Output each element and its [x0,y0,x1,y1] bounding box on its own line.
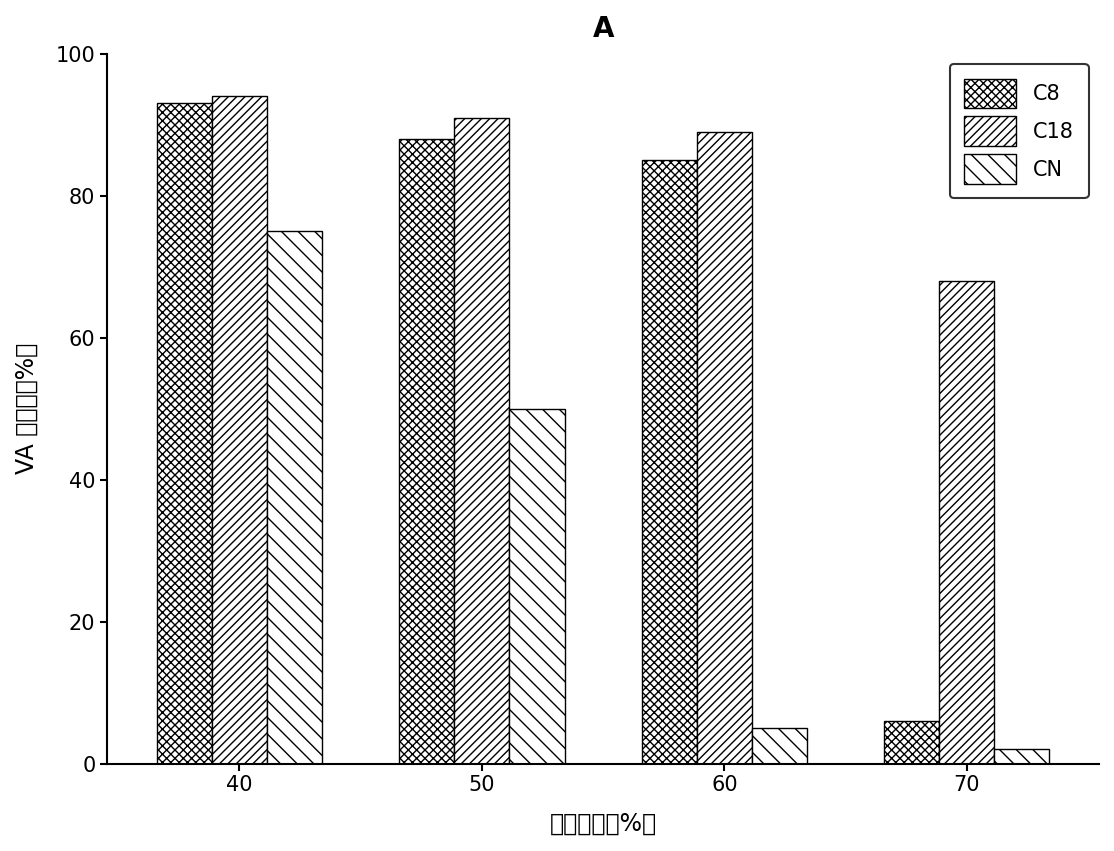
Bar [509,408,565,763]
Bar [642,160,696,763]
Legend: C8, C18, CN: C8, C18, CN [950,64,1088,198]
Bar [399,139,455,763]
Bar [267,231,322,763]
Bar [939,281,995,763]
X-axis label: 甲醇含量（%）: 甲醇含量（%） [549,812,656,836]
Title: A: A [593,15,614,43]
Bar [885,721,939,763]
Bar [752,728,807,763]
Bar [995,750,1049,763]
Bar [157,103,212,763]
Bar [696,132,752,763]
Y-axis label: VA 回收率（%）: VA 回收率（%） [14,343,39,474]
Bar [212,96,267,763]
Bar [455,117,509,763]
